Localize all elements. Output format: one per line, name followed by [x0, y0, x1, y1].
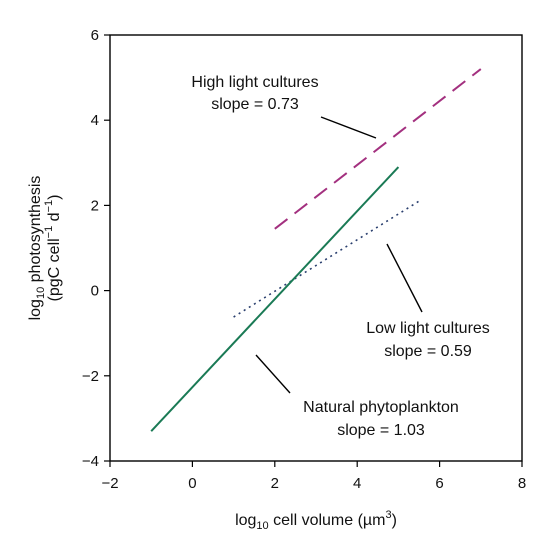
x-tick-label: −2	[101, 475, 118, 492]
series-line-natural	[150, 166, 400, 432]
y-tick-label: 2	[91, 197, 99, 214]
y-tick-label: −4	[82, 453, 99, 470]
x-tick-label: 0	[188, 475, 196, 492]
annotation-natural-line2: slope = 1.03	[337, 422, 425, 439]
annotation-natural-line1: Natural phytoplankton	[303, 399, 459, 416]
y-axis-title: log10 photosynthesis (pgC cell−1 d−1)	[27, 176, 63, 321]
x-tick-label: 4	[353, 475, 361, 492]
y-tick-label: 4	[91, 112, 99, 129]
y-axis-title-line1: log10 photosynthesis	[27, 176, 47, 321]
annotation-high-line2: slope = 0.73	[211, 96, 299, 113]
leader-line-low	[386, 243, 423, 313]
y-tick-label: 6	[91, 27, 99, 44]
series-lines	[150, 68, 482, 432]
y-tick-label: 0	[91, 283, 99, 300]
annotation-low-line2: slope = 0.59	[384, 343, 472, 360]
leader-line-high	[320, 116, 377, 139]
annotation-leaders	[255, 116, 423, 394]
x-tick-label: 2	[271, 475, 279, 492]
x-tick-label: 8	[518, 475, 526, 492]
leader-line-natural	[255, 354, 291, 394]
series-line-low	[233, 200, 420, 318]
x-axis-title: log10 cell volume (µm3)	[235, 509, 397, 532]
y-axis-title-line2: (pgC cell−1 d−1)	[43, 195, 63, 302]
annotation-low-line1: Low light cultures	[366, 320, 490, 337]
x-tick-label: 6	[435, 475, 443, 492]
y-tick-label: −2	[82, 368, 99, 385]
series-line-high	[274, 68, 482, 230]
annotation-high-line1: High light cultures	[191, 74, 318, 91]
plot-frame	[109, 34, 523, 462]
